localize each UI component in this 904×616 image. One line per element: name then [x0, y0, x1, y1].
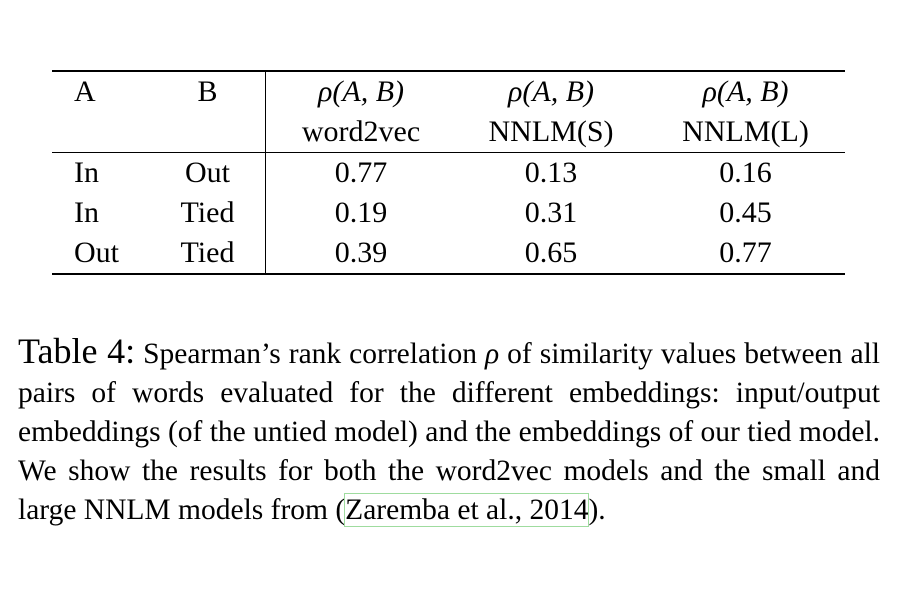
table-cell: 0.16 — [719, 156, 772, 189]
table-cell: Tied — [150, 193, 266, 233]
column-header: ρ(A, B) — [702, 75, 789, 108]
table-row: Out Tied 0.39 0.65 0.77 — [52, 233, 845, 274]
table-row: In Out 0.77 0.13 0.16 — [52, 152, 845, 193]
caption-text: of similarity values between all pairs o… — [18, 338, 880, 526]
caption-text: Spearman’s rank correlation — [143, 338, 485, 370]
table-cell: Out — [74, 236, 119, 269]
table-cell: 0.39 — [334, 236, 388, 269]
column-header: ρ(A, B) — [317, 75, 405, 108]
header-row: word2vec NNLM(S) NNLM(L) — [52, 112, 845, 153]
table-cell: 0.31 — [524, 196, 578, 229]
table-row: In Tied 0.19 0.31 0.45 — [52, 193, 845, 233]
table-cell: 0.45 — [719, 196, 772, 229]
table-cell: 0.77 — [334, 156, 388, 189]
table-cell: In — [74, 156, 99, 189]
citation-link[interactable]: Zaremba et al., 2014 — [344, 493, 590, 527]
table-cell: 0.13 — [524, 156, 578, 189]
caption-text: ). — [588, 494, 606, 526]
column-subheader — [52, 112, 150, 153]
column-header: A — [74, 75, 96, 108]
caption: Table 4: Spearman’s rank correlation ρ o… — [18, 332, 880, 530]
column-subheader: NNLM(S) — [456, 112, 646, 153]
column-subheader: NNLM(L) — [646, 112, 845, 153]
table-cell: 0.77 — [719, 236, 772, 269]
table-cell: Out — [150, 152, 266, 193]
caption-label: Table 4: — [18, 331, 136, 371]
table-cell: In — [74, 196, 99, 229]
table-cell: 0.65 — [524, 236, 578, 269]
column-header: B — [150, 71, 266, 112]
column-header: ρ(A, B) — [507, 75, 595, 108]
column-subheader: word2vec — [265, 112, 456, 153]
column-subheader — [150, 112, 266, 153]
table-cell: Tied — [150, 233, 266, 274]
table-cell: 0.19 — [334, 196, 388, 229]
caption-symbol: ρ — [484, 338, 500, 370]
